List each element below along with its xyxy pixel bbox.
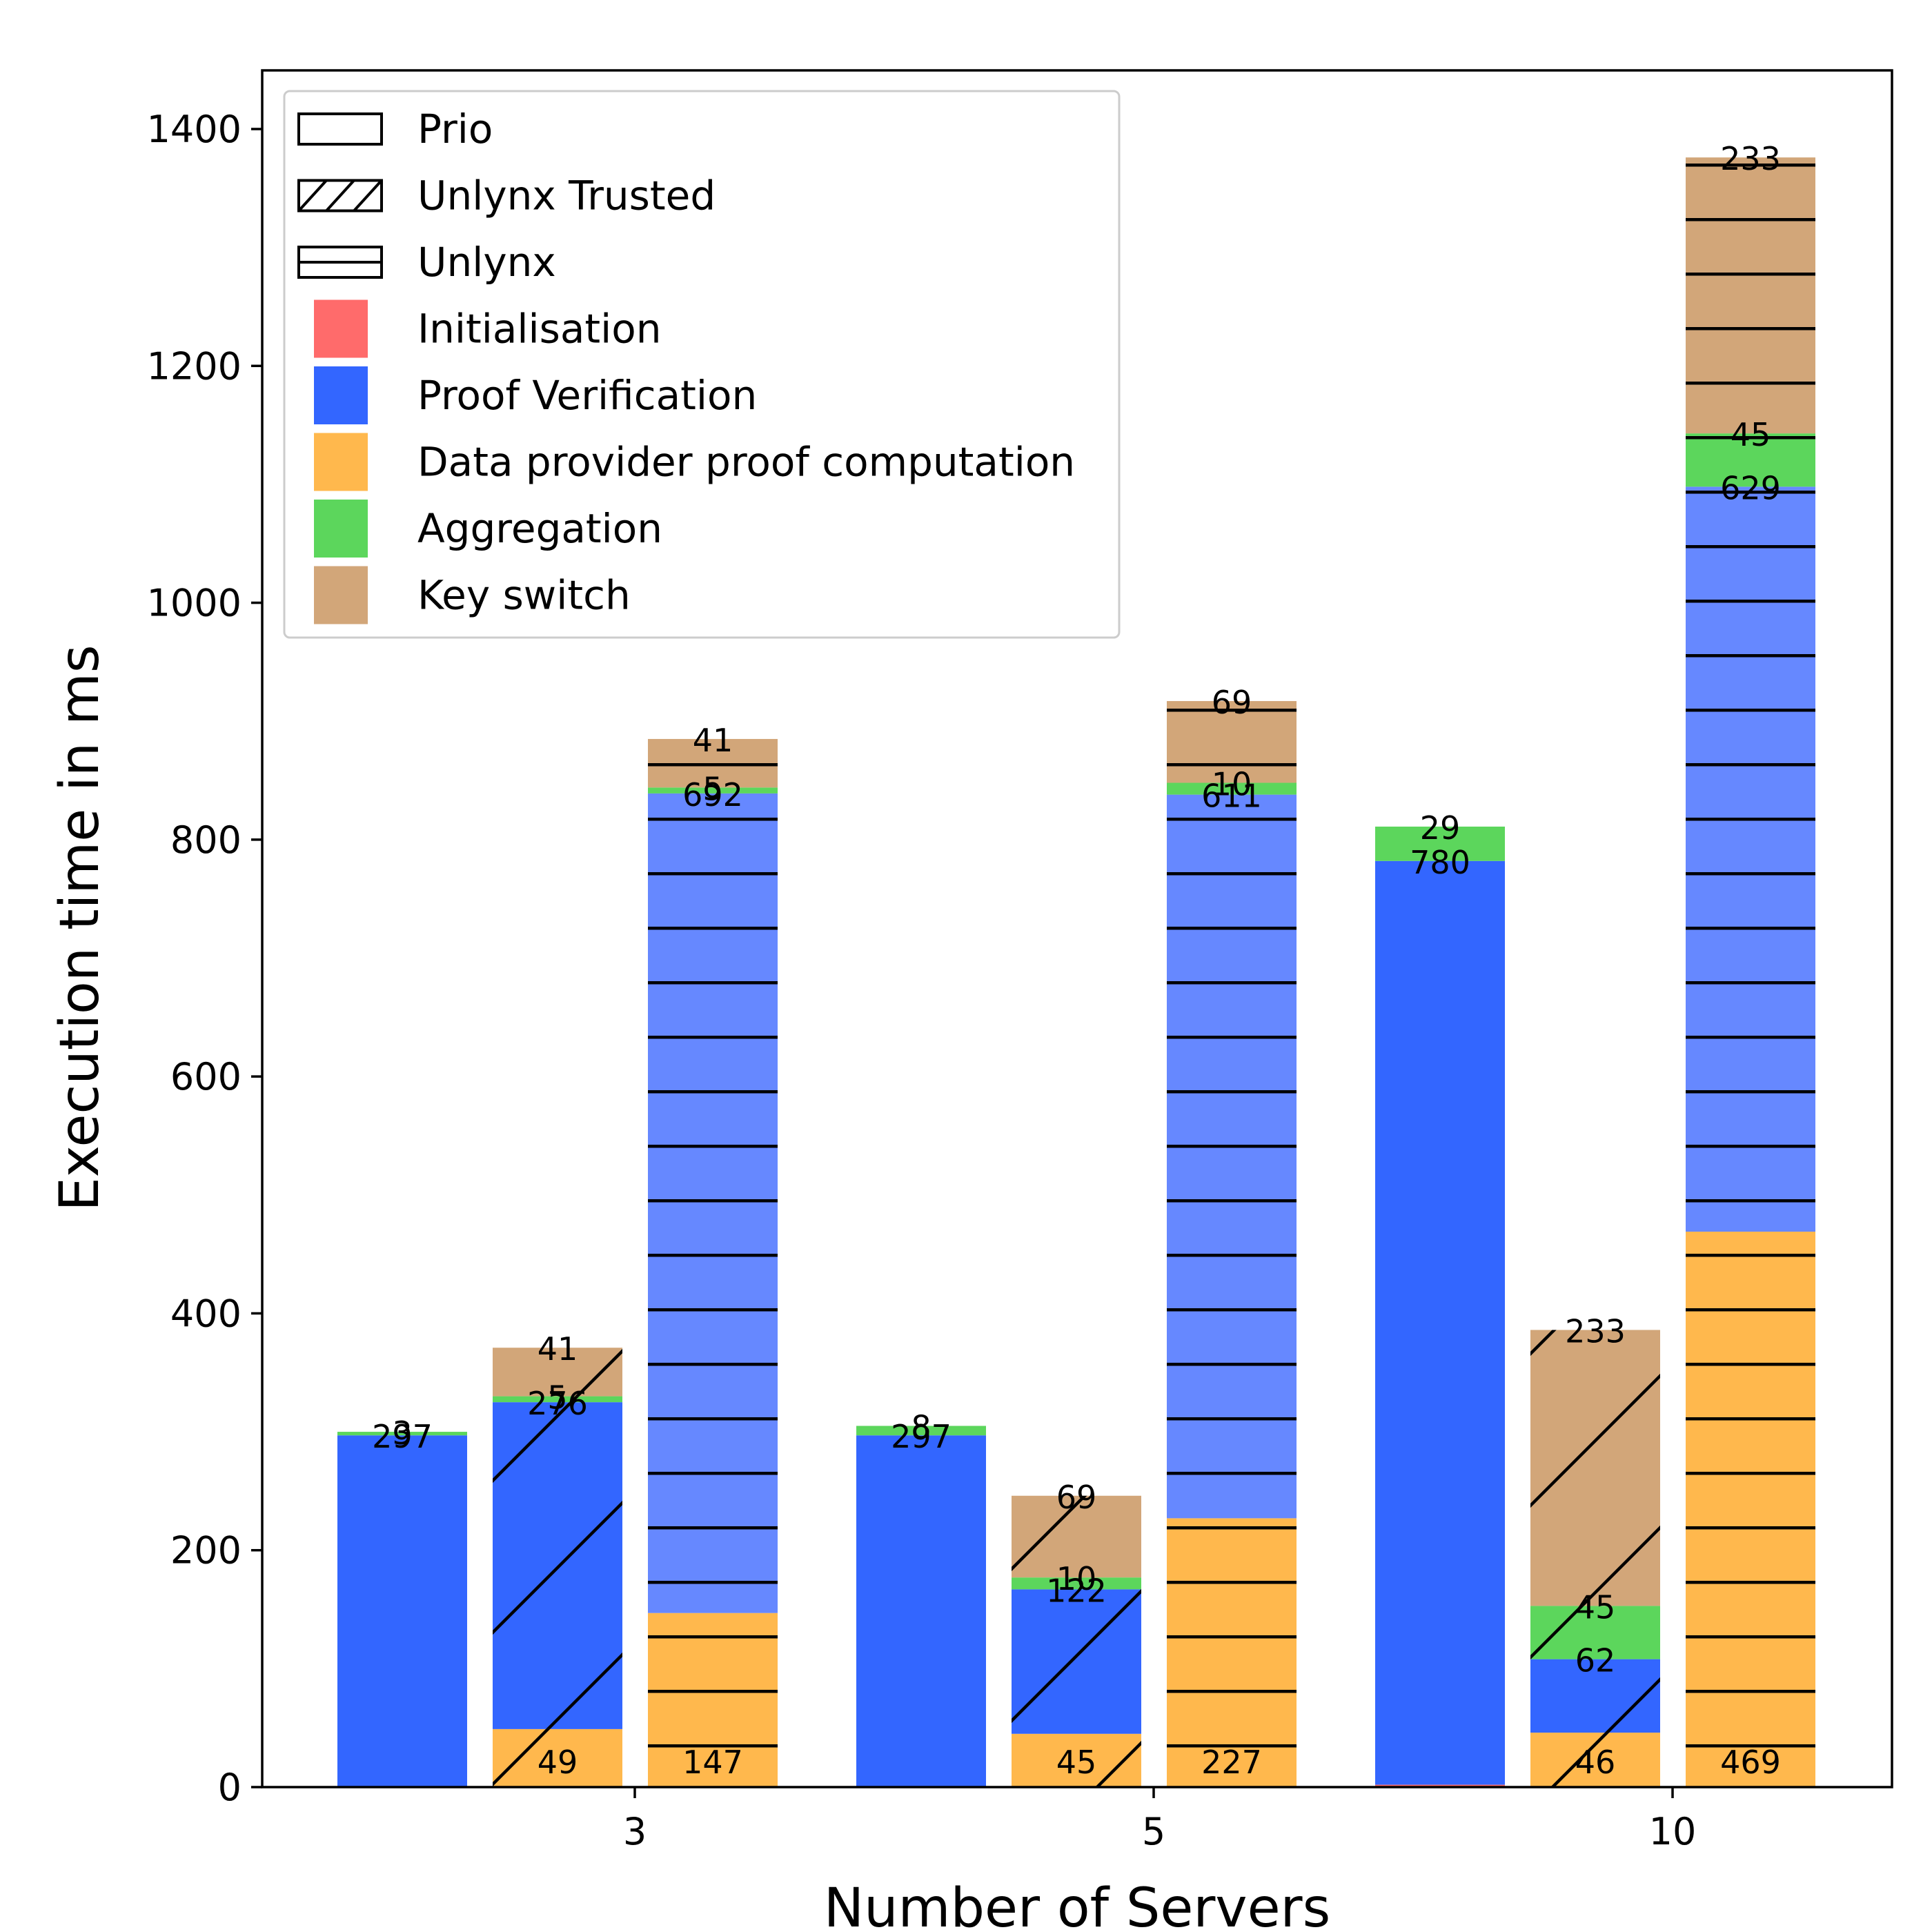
bar-hatch-10-unlynx-key-switch: [1686, 157, 1815, 434]
x-axis: 3 5 10: [623, 1787, 1697, 1853]
y-axis-label: Execution time in ms: [49, 644, 111, 1211]
bar-hatch-5-unlynx-aggregation: [1167, 782, 1297, 795]
legend-label-aggregation: Aggregation: [417, 505, 662, 552]
legend-hatch-line: [353, 179, 383, 212]
bar-3-prio-proof-verification: [337, 1435, 467, 1787]
bar-hatch-5-unlynx-trusted-proof-verification: [1012, 1589, 1141, 1734]
data-label-5-unlynx-key-switch: 69: [1212, 684, 1252, 721]
data-label-10-unlynx-trusted-key-switch: 233: [1565, 1312, 1626, 1350]
data-label-3-prio-aggregation: 3: [392, 1414, 412, 1452]
legend-label-prio: Prio: [417, 106, 493, 152]
bar-hatch-10-unlynx-aggregation: [1686, 433, 1815, 487]
bar-hatch-5-unlynx-trusted-data-provider-proof-computation: [1012, 1733, 1141, 1787]
data-label-10-unlynx-proof-verification: 629: [1720, 469, 1781, 506]
x-tick-label-3: 3: [623, 1810, 647, 1853]
bar-hatch-3-unlynx-proof-verification: [648, 793, 778, 1613]
data-label-3-unlynx-trusted-aggregation: 5: [547, 1379, 567, 1417]
y-tick-label-200: 200: [170, 1529, 241, 1573]
legend-label-key-switch: Key switch: [417, 572, 631, 619]
y-tick-label-1400: 1400: [147, 108, 241, 151]
legend-hatch-line: [325, 179, 355, 212]
data-label-5-unlynx-trusted-key-switch: 69: [1056, 1479, 1097, 1516]
data-label-10-prio-aggregation: 29: [1420, 809, 1461, 847]
bar-hatch-5-unlynx-trusted-key-switch: [1012, 1495, 1141, 1578]
legend-swatch-data-provider-proof-computation: [314, 433, 368, 491]
legend-label-proof-verification: Proof Verification: [417, 372, 757, 419]
bar-5-prio-aggregation: [856, 1426, 986, 1436]
data-label-3-unlynx-key-switch: 41: [693, 722, 733, 759]
bar-3-prio-aggregation: [337, 1432, 467, 1436]
legend-hatch-line: [297, 179, 328, 212]
data-label-10-unlynx-aggregation: 45: [1731, 416, 1771, 453]
legend-label-unlynx: Unlynx: [417, 239, 556, 286]
legend: Prio Unlynx Trusted Unlynx Initialisation Pr…: [283, 90, 1121, 639]
data-label-3-prio-proof-verification: 297: [372, 1418, 433, 1455]
y-tick-label-800: 800: [170, 818, 241, 862]
data-label-10-unlynx-key-switch: 233: [1720, 140, 1781, 177]
y-tick-label-400: 400: [170, 1292, 241, 1335]
bar-hatch-3-unlynx-trusted-data-provider-proof-computation: [493, 1728, 622, 1787]
x-tick-label-10: 10: [1649, 1810, 1697, 1853]
legend-label-data-provider-proof-computation: Data provider proof computation: [417, 439, 1075, 486]
data-label-5-unlynx-trusted-proof-verification: 122: [1046, 1572, 1107, 1609]
data-label-5-unlynx-trusted-aggregation: 10: [1056, 1560, 1097, 1597]
y-axis: 0 200 400 600 800 1000 1200 1400: [147, 108, 262, 1809]
bar-hatch-10-unlynx-proof-verification: [1686, 486, 1815, 1232]
data-label-5-prio-aggregation: 8: [911, 1408, 931, 1446]
bar-hatch-5-unlynx-proof-verification: [1167, 794, 1297, 1519]
y-tick-label-0: 0: [218, 1766, 241, 1809]
bar-10-prio-aggregation: [1375, 826, 1505, 861]
data-labels-layer: 2973492765411476925412978451221069227611…: [372, 140, 1781, 1781]
data-label-10-prio-proof-verification: 780: [1410, 844, 1470, 881]
bar-hatch-3-unlynx-trusted-proof-verification: [493, 1402, 622, 1729]
bar-hatch-10-unlynx-trusted-data-provider-proof-computation: [1530, 1733, 1660, 1787]
bar-hatch-10-unlynx-data-provider-proof-computation: [1686, 1231, 1815, 1787]
legend-swatch-prio: [297, 112, 383, 146]
y-tick-label-1000: 1000: [147, 582, 241, 625]
x-axis-label: Number of Servers: [824, 1877, 1331, 1932]
data-label-10-unlynx-trusted-proof-verification: 62: [1575, 1642, 1616, 1679]
data-label-5-unlynx-proof-verification: 611: [1201, 778, 1262, 815]
y-tick-label-600: 600: [170, 1055, 241, 1098]
bar-hatch-5-unlynx-data-provider-proof-computation: [1167, 1518, 1297, 1787]
bar-hatch-3-unlynx-trusted-key-switch: [493, 1348, 622, 1397]
bar-hatch-5-unlynx-key-switch: [1167, 701, 1297, 783]
bars-layer: [337, 157, 1815, 1787]
legend-swatch-initialisation: [314, 299, 368, 358]
data-label-5-unlynx-data-provider-proof-computation: 227: [1201, 1744, 1262, 1781]
data-label-5-unlynx-aggregation: 10: [1212, 765, 1252, 802]
y-tick-label-1200: 1200: [147, 344, 241, 388]
bar-hatch-3-unlynx-trusted-aggregation: [493, 1396, 622, 1403]
bar-hatch-10-unlynx-trusted-aggregation: [1530, 1606, 1660, 1659]
data-label-10-unlynx-data-provider-proof-computation: 469: [1720, 1744, 1781, 1781]
legend-swatch-aggregation: [314, 500, 368, 558]
data-label-3-unlynx-aggregation: 5: [702, 770, 722, 807]
data-label-10-unlynx-trusted-aggregation: 45: [1575, 1588, 1616, 1626]
data-label-5-unlynx-trusted-data-provider-proof-computation: 45: [1056, 1744, 1097, 1781]
bar-hatch-3-unlynx-aggregation: [648, 787, 778, 793]
data-label-3-unlynx-data-provider-proof-computation: 147: [682, 1744, 743, 1781]
data-label-3-unlynx-trusted-data-provider-proof-computation: 49: [538, 1744, 578, 1781]
bar-hatch-3-unlynx-key-switch: [648, 738, 778, 788]
data-label-3-unlynx-proof-verification: 692: [682, 776, 743, 814]
bar-5-prio-proof-verification: [856, 1435, 986, 1787]
legend-label-unlynx-trusted: Unlynx Trusted: [417, 172, 716, 219]
legend-label-initialisation: Initialisation: [417, 306, 661, 353]
plot-frame: [261, 69, 1893, 1788]
bar-hatch-3-unlynx-data-provider-proof-computation: [648, 1613, 778, 1787]
data-label-3-unlynx-trusted-proof-verification: 276: [527, 1385, 588, 1422]
data-label-3-unlynx-trusted-key-switch: 41: [538, 1330, 578, 1368]
bar-hatch-5-unlynx-trusted-aggregation: [1012, 1577, 1141, 1590]
legend-swatch-proof-verification: [314, 366, 368, 424]
x-tick-label-5: 5: [1142, 1810, 1165, 1853]
data-label-10-unlynx-trusted-data-provider-proof-computation: 46: [1575, 1744, 1616, 1781]
legend-frame: [283, 90, 1121, 639]
bar-hatch-10-unlynx-trusted-proof-verification: [1530, 1659, 1660, 1733]
legend-swatch-key-switch: [314, 566, 368, 624]
bar-10-prio-proof-verification: [1375, 860, 1505, 1785]
data-label-5-prio-proof-verification: 297: [891, 1418, 952, 1455]
bar-hatch-10-unlynx-trusted-key-switch: [1530, 1330, 1660, 1606]
